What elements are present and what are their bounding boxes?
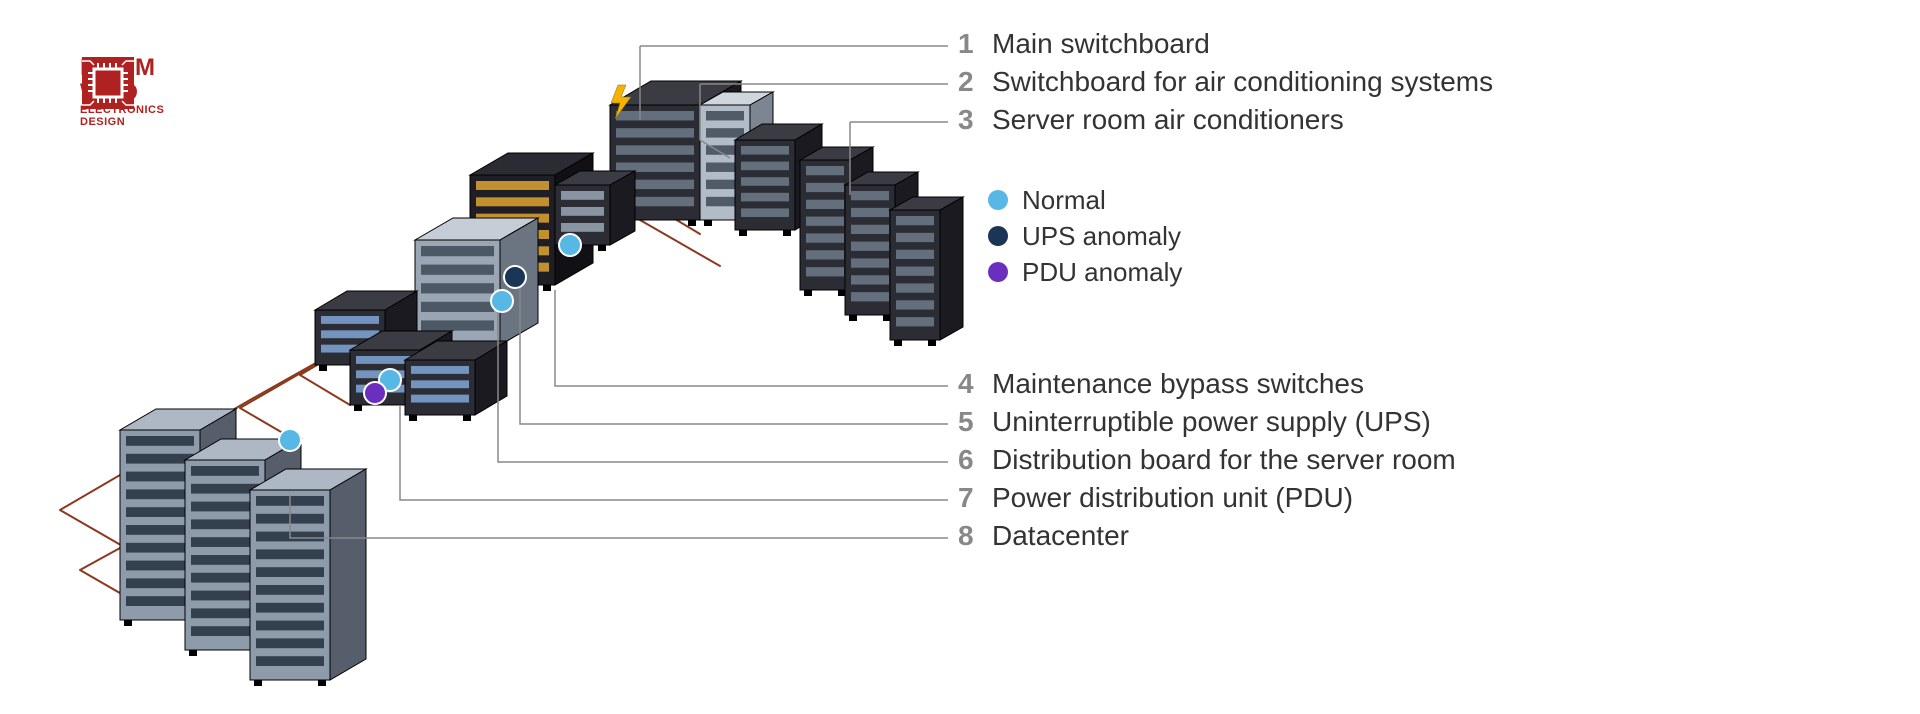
label-text: Switchboard for air conditioning systems (988, 66, 1493, 98)
label-number: 6 (958, 444, 988, 476)
label-5: 5Uninterruptible power supply (UPS) (958, 406, 1431, 438)
label-text: Main switchboard (988, 28, 1210, 60)
label-number: 3 (958, 104, 988, 136)
label-7: 7Power distribution unit (PDU) (958, 482, 1353, 514)
label-number: 4 (958, 368, 988, 400)
legend-pdu-anomaly: PDU anomaly (988, 254, 1182, 290)
equip-rack-3 (250, 469, 366, 686)
label-text: Server room air conditioners (988, 104, 1344, 136)
legend-ups-anomaly: UPS anomaly (988, 218, 1182, 254)
label-3: 3Server room air conditioners (958, 104, 1344, 136)
equip-ac-unit-3 (890, 197, 963, 346)
equipment-group (120, 81, 963, 686)
label-text: Datacenter (988, 520, 1129, 552)
equip-pdu-3 (405, 341, 507, 421)
label-number: 1 (958, 28, 988, 60)
legend-dot-ups (988, 226, 1008, 246)
legend: Normal UPS anomaly PDU anomaly (988, 182, 1182, 290)
label-text: Uninterruptible power supply (UPS) (988, 406, 1431, 438)
legend-label-normal: Normal (1022, 185, 1106, 216)
label-number: 8 (958, 520, 988, 552)
legend-label-ups: UPS anomaly (1022, 221, 1181, 252)
label-6: 6Distribution board for the server room (958, 444, 1456, 476)
label-text: Distribution board for the server room (988, 444, 1456, 476)
label-2: 2Switchboard for air conditioning system… (958, 66, 1493, 98)
legend-dot-normal (988, 190, 1008, 210)
label-text: Maintenance bypass switches (988, 368, 1364, 400)
label-4: 4Maintenance bypass switches (958, 368, 1364, 400)
label-number: 7 (958, 482, 988, 514)
label-8: 8Datacenter (958, 520, 1129, 552)
label-number: 5 (958, 406, 988, 438)
legend-label-pdu: PDU anomaly (1022, 257, 1182, 288)
diagram-canvas: { "logo": { "line1": "PROM", "line2": "W… (0, 0, 1920, 714)
legend-normal: Normal (988, 182, 1182, 218)
label-text: Power distribution unit (PDU) (988, 482, 1353, 514)
legend-dot-pdu (988, 262, 1008, 282)
label-number: 2 (958, 66, 988, 98)
label-1: 1Main switchboard (958, 28, 1210, 60)
